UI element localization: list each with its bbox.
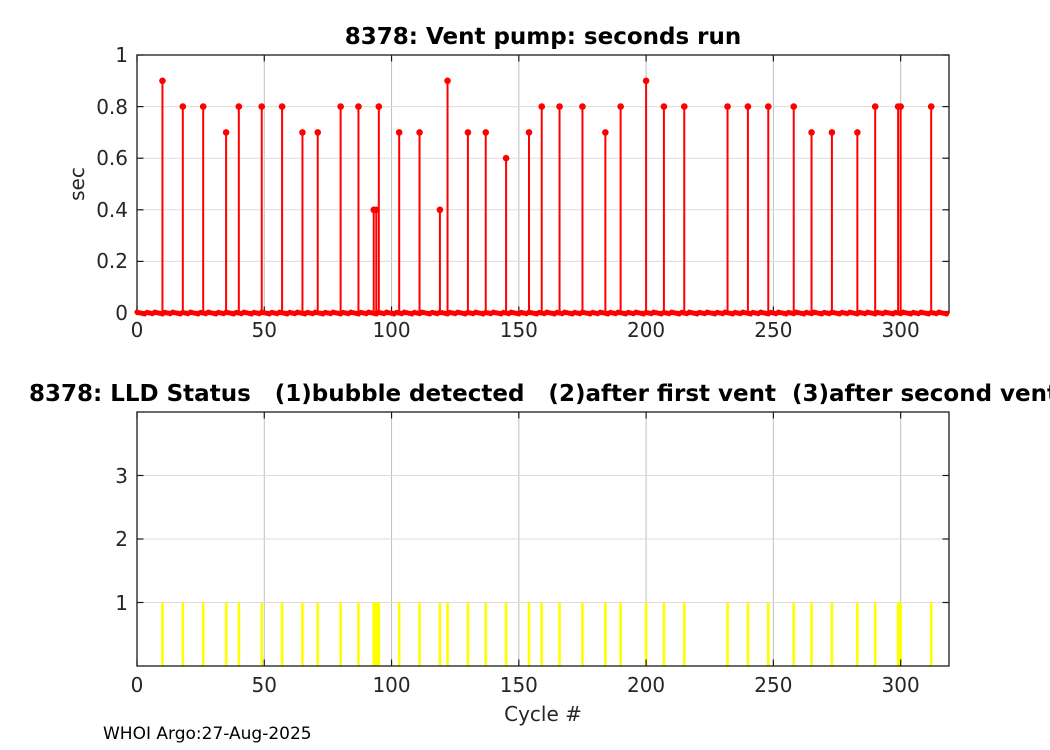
y-tick-label: 2 [115, 527, 128, 551]
y-tick-label: 0.2 [96, 249, 128, 274]
bottom-chart-series [161, 602, 933, 666]
top-chart-axes [136, 54, 950, 314]
top-chart-series [134, 77, 950, 317]
x-tick-label: 50 [251, 673, 277, 697]
y-tick-label: 0.8 [96, 94, 128, 119]
top-chart-grid [137, 55, 949, 313]
x-tick-label: 200 [626, 318, 666, 342]
x-tick-label: 150 [499, 318, 538, 342]
bottom-chart-xlabel: Cycle # [504, 702, 582, 726]
top-chart-ylabel: sec [65, 167, 89, 201]
x-tick-label: 0 [130, 318, 144, 342]
y-tick-label: 0.6 [96, 146, 128, 171]
x-tick-label: 100 [372, 673, 411, 697]
top-chart-title: 8378: Vent pump: seconds run [344, 24, 742, 50]
x-tick-label: 200 [626, 673, 666, 697]
y-tick-label: 0.4 [96, 197, 128, 222]
x-tick-label: 300 [881, 673, 920, 697]
footer-watermark: WHOI Argo:27-Aug-2025 [103, 724, 312, 744]
x-tick-label: 250 [754, 673, 793, 697]
x-tick-label: 150 [499, 673, 538, 697]
x-tick-label: 300 [881, 318, 920, 342]
x-tick-label: 50 [251, 318, 277, 342]
y-tick-label: 0 [115, 301, 128, 325]
x-tick-label: 100 [372, 318, 411, 342]
x-tick-label: 250 [754, 318, 793, 342]
bottom-chart-axes [136, 411, 950, 667]
y-tick-label: 1 [115, 43, 128, 67]
x-tick-label: 0 [130, 673, 144, 697]
y-tick-label: 1 [115, 590, 128, 615]
y-tick-label: 3 [115, 463, 128, 488]
bottom-chart-title: 8378: LLD Status (1)bubble detected (2)a… [28, 381, 1050, 407]
